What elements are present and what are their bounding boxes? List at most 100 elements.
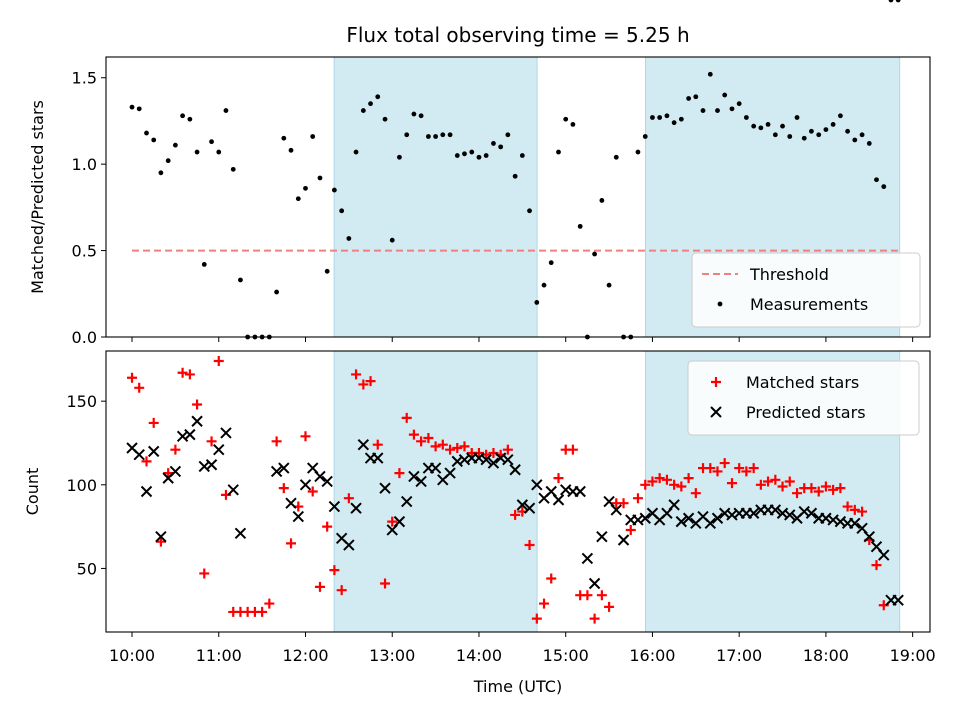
data-point (444, 467, 456, 479)
x-tick-label: 17:00 (716, 646, 762, 665)
data-point (346, 236, 352, 241)
data-point (357, 438, 370, 451)
data-point (303, 185, 308, 191)
data-point (741, 466, 752, 477)
data-point (310, 134, 316, 139)
data-point (317, 175, 323, 181)
data-point (375, 94, 381, 100)
data-point (141, 456, 152, 467)
data-point (592, 251, 597, 257)
data-point (784, 509, 796, 521)
y-tick-label: 1.5 (72, 69, 97, 88)
data-point (321, 475, 333, 488)
data-point (751, 123, 757, 129)
x-tick-label: 12:00 (282, 646, 328, 665)
data-point (686, 96, 692, 101)
data-point (671, 120, 677, 126)
data-point (881, 184, 887, 190)
data-point (201, 262, 207, 267)
data-point (871, 560, 882, 571)
data-point (693, 94, 699, 100)
data-point (151, 137, 157, 143)
data-point (324, 268, 330, 274)
data-point (809, 128, 814, 134)
data-point (596, 530, 608, 543)
data-point (350, 502, 362, 514)
data-point (524, 540, 535, 551)
data-point (813, 486, 824, 497)
data-point (664, 113, 670, 119)
data-point (415, 475, 427, 488)
data-point (556, 149, 561, 155)
data-point (552, 494, 565, 506)
data-point (387, 516, 398, 527)
data-point (676, 481, 687, 492)
data-point (271, 436, 282, 447)
data-point (765, 122, 771, 127)
data-point (307, 486, 318, 497)
x-tick-label: 14:00 (456, 646, 502, 665)
data-point (445, 444, 456, 455)
data-point (835, 483, 846, 494)
data-point (155, 530, 167, 543)
data-point (541, 282, 547, 288)
data-point (192, 399, 203, 410)
data-point (437, 439, 448, 450)
data-point (300, 431, 311, 442)
data-point (134, 382, 145, 393)
data-point (617, 534, 630, 546)
data-point (736, 101, 742, 107)
data-point (184, 428, 196, 441)
data-point (675, 515, 688, 528)
data-point (220, 427, 232, 439)
data-point (418, 113, 424, 119)
data-point (343, 539, 355, 551)
data-point (523, 502, 536, 514)
data-point (238, 277, 243, 283)
data-point (704, 517, 717, 529)
x-tick-label: 16:00 (629, 646, 675, 665)
legend: Matched stars Predicted stars (687, 360, 920, 436)
data-point (599, 198, 605, 203)
data-point (393, 515, 406, 528)
data-point (683, 473, 694, 484)
data-point (647, 476, 658, 487)
data-point (769, 504, 782, 516)
data-point (433, 134, 438, 139)
data-point (828, 484, 839, 495)
data-point (292, 510, 305, 523)
data-point (140, 485, 153, 498)
legend: Threshold Measurements (691, 252, 921, 328)
data-point (534, 300, 540, 305)
chart-title: Flux total observing time = 5.25 h (346, 23, 689, 47)
data-point (148, 417, 159, 428)
x-tick-label: 10:00 (109, 646, 155, 665)
data-point (669, 479, 680, 490)
data-point (502, 444, 513, 455)
data-point (368, 101, 373, 107)
observing-window (333, 56, 538, 338)
y-tick-label: 0.0 (72, 328, 97, 347)
data-point (351, 369, 362, 380)
data-point (498, 144, 504, 150)
data-point (295, 196, 301, 202)
legend-box (691, 252, 921, 328)
plot-frame (105, 56, 931, 338)
data-point (668, 499, 680, 511)
x-tick-label: 19:00 (890, 646, 936, 665)
data-point (328, 500, 341, 513)
data-point (509, 464, 521, 476)
data-point (806, 483, 817, 494)
data-point (459, 441, 470, 452)
data-point (678, 116, 684, 122)
data-point (801, 135, 807, 141)
data-point (838, 113, 843, 119)
data-point (469, 149, 475, 155)
legend-marker (711, 377, 721, 387)
data-point (216, 149, 222, 155)
series-measurements (129, 0, 901, 340)
data-point (404, 132, 410, 138)
data-point (264, 598, 275, 609)
data-point (353, 149, 359, 155)
